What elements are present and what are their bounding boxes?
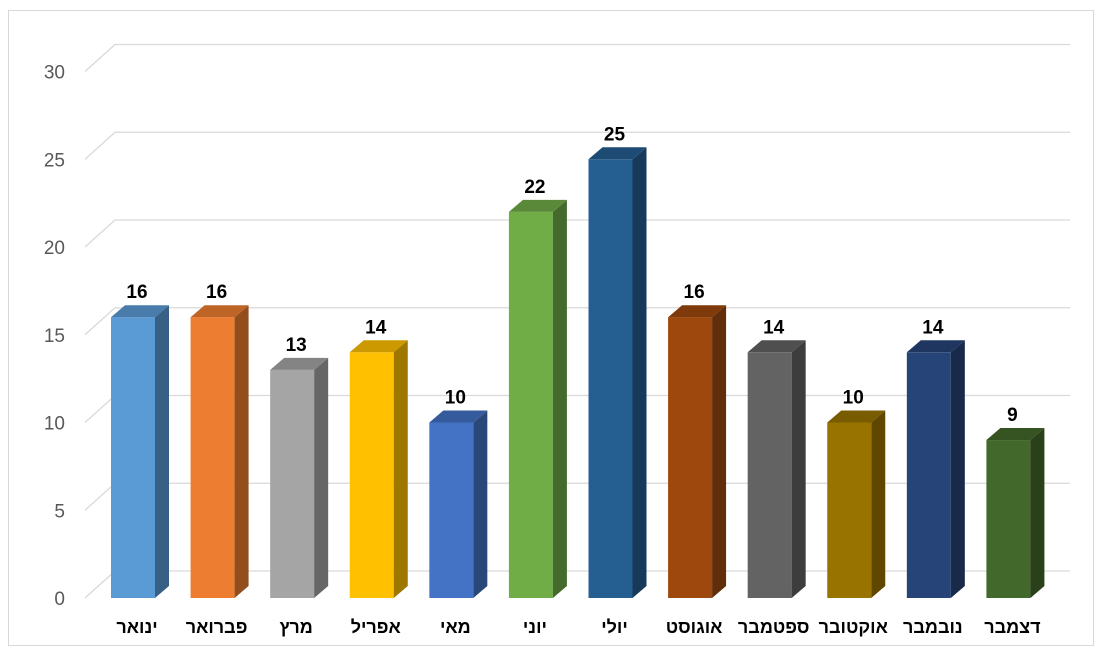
- bar: [508, 211, 553, 598]
- bar-top: [111, 305, 169, 318]
- data-label: 16: [684, 282, 705, 303]
- data-label: 16: [206, 282, 227, 303]
- data-label: 25: [604, 124, 626, 145]
- data-label: 10: [445, 388, 466, 409]
- x-tick-label: ספטמבר: [738, 617, 809, 637]
- y-tick-label: 10: [44, 414, 65, 435]
- bar-side: [1030, 428, 1045, 598]
- bar-top: [747, 340, 806, 353]
- data-label: 22: [524, 177, 545, 198]
- data-label: 9: [1007, 405, 1018, 426]
- bar-side: [155, 305, 169, 598]
- gridline: [84, 131, 1070, 160]
- y-tick-label: 30: [44, 63, 65, 84]
- bar-side: [314, 357, 329, 598]
- bar: [111, 317, 155, 598]
- bar: [906, 352, 951, 598]
- x-tick-label: אוגוסט: [666, 617, 723, 637]
- bar-side: [791, 340, 806, 598]
- bar-side: [393, 340, 408, 598]
- bar-side: [632, 147, 647, 598]
- x-tick-label: פברואר: [186, 617, 248, 637]
- bar-top: [986, 428, 1045, 441]
- bar-top: [349, 340, 408, 353]
- bar-side: [712, 305, 727, 598]
- data-label: 13: [286, 335, 307, 356]
- gridline: [84, 43, 1070, 72]
- bar: [429, 422, 474, 598]
- gridline: [84, 307, 1070, 336]
- bar-top: [588, 147, 647, 160]
- data-label: 16: [126, 282, 147, 303]
- x-tick-label: מאי: [440, 617, 471, 637]
- x-tick-label: אוקטובר: [819, 617, 888, 637]
- data-label: 14: [763, 317, 785, 338]
- x-tick-label: יוני: [523, 617, 547, 637]
- bar-top: [429, 410, 488, 423]
- bar-top: [668, 305, 727, 318]
- bar-side: [552, 199, 567, 598]
- y-tick-label: 25: [44, 150, 65, 171]
- bar-top: [270, 357, 329, 370]
- bar-side: [950, 340, 965, 598]
- data-label: 14: [922, 317, 944, 338]
- bar-top: [827, 410, 886, 423]
- y-tick-label: 15: [44, 326, 65, 347]
- bar-top: [190, 305, 249, 318]
- bar-side: [234, 305, 249, 598]
- y-tick-label: 0: [54, 589, 65, 610]
- bar-side: [473, 410, 488, 598]
- gridline: [84, 219, 1070, 248]
- bar: [747, 352, 792, 598]
- bar: [827, 422, 872, 598]
- y-tick-label: 20: [44, 238, 65, 259]
- x-tick-label: אפריל: [351, 617, 401, 637]
- x-tick-label: דצמבר: [984, 617, 1040, 637]
- bar: [668, 317, 713, 598]
- data-label: 14: [365, 317, 387, 338]
- bar: [349, 352, 394, 598]
- x-tick-label: ינואר: [116, 617, 157, 637]
- x-tick-label: יולי: [601, 617, 628, 637]
- bar: [190, 317, 235, 598]
- bar: [588, 159, 633, 598]
- bar-top: [508, 199, 567, 212]
- bar-side: [871, 410, 886, 598]
- y-tick-label: 5: [54, 501, 65, 522]
- x-tick-label: מרץ: [279, 617, 312, 637]
- x-tick-label: נובמבר: [903, 617, 963, 637]
- bar: [270, 369, 315, 598]
- bar-top: [906, 340, 965, 353]
- bar: [986, 440, 1031, 598]
- data-label: 10: [843, 388, 864, 409]
